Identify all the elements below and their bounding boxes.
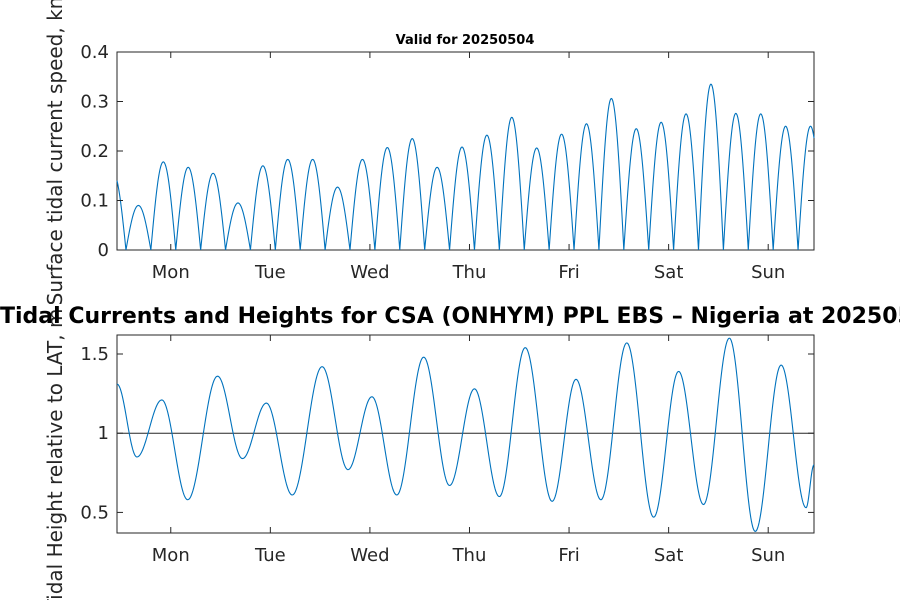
y-tick-label: 0 (98, 240, 109, 261)
x-tick-label: Wed (350, 545, 389, 566)
current-speed-y-axis-label: Surface tidal current speed, kn (43, 0, 67, 305)
tidal-height-y-axis-label: Tidal Height relative to LAT, m (43, 309, 67, 600)
x-tick-label: Thu (452, 262, 487, 283)
current-speed-axes-box (116, 51, 815, 251)
y-tick-label: 1 (98, 423, 109, 444)
tidal-height-y-ticks: 0.5 1 1.5 (80, 344, 814, 523)
x-tick-label: Wed (350, 262, 389, 283)
y-tick-label: 0.3 (80, 92, 109, 113)
y-tick-label: 0.1 (80, 191, 109, 212)
x-tick-label: Sun (751, 262, 785, 283)
current-speed-y-ticks: 0 0.1 0.2 0.3 0.4 (80, 42, 814, 261)
x-tick-label: Sat (654, 545, 684, 566)
x-tick-label: Fri (558, 545, 579, 566)
x-tick-label: Mon (152, 262, 190, 283)
current-speed-series-line (116, 83, 815, 251)
x-tick-label: Sat (654, 262, 684, 283)
x-tick-label: Tue (254, 545, 286, 566)
y-tick-label: 0.4 (80, 42, 109, 63)
current-speed-panel: 0 0.1 0.2 0.3 0.4 Mon Tue Wed Thu Fri Sat Sun Vali… (80, 33, 815, 283)
tidal-height-x-ticks: Mon Tue Wed Thu Fri Sat Sun (152, 335, 785, 566)
current-speed-title: Valid for 20250504 (396, 33, 535, 48)
x-tick-label: Mon (152, 545, 190, 566)
x-tick-label: Thu (452, 545, 487, 566)
y-tick-label: 1.5 (80, 344, 109, 365)
y-tick-label: 0.5 (80, 502, 109, 523)
x-tick-label: Tue (254, 262, 286, 283)
current-speed-x-ticks: Mon Tue Wed Thu Fri Sat Sun (152, 52, 785, 283)
tidal-height-series-line (116, 337, 815, 533)
x-tick-label: Sun (751, 545, 785, 566)
y-tick-label: 0.2 (80, 141, 109, 162)
figure-main-title: Tidal Currents and Heights for CSA (ONHY… (0, 304, 900, 329)
tidal-height-panel: 0.5 1 1.5 Mon Tue Wed Thu Fri Sat Sun Tidal Heig… (43, 309, 815, 600)
tidal-height-axes-box (116, 334, 815, 534)
x-tick-label: Fri (558, 262, 579, 283)
